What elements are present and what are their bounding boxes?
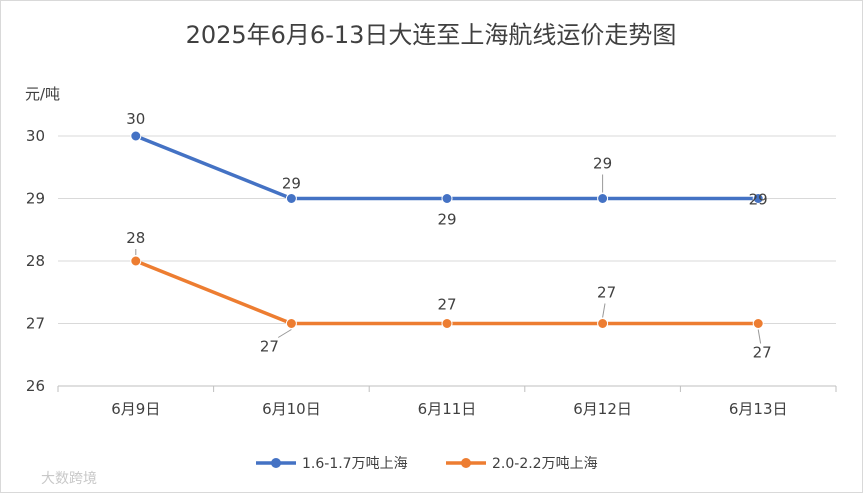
- x-tick-label: 6月13日: [729, 400, 788, 418]
- data-label: 27: [597, 284, 616, 302]
- data-point: [130, 130, 142, 142]
- data-point: [441, 318, 453, 329]
- data-label: 29: [437, 211, 456, 229]
- data-label: 28: [126, 229, 145, 247]
- legend-label: 1.6-1.7万吨上海: [302, 456, 408, 472]
- data-label: 27: [753, 344, 772, 362]
- data-point: [130, 255, 142, 267]
- y-tick-label: 28: [26, 252, 45, 270]
- series-line: [135, 259, 759, 326]
- y-tick-label: 29: [26, 190, 45, 208]
- data-label-leader: [277, 329, 292, 338]
- y-tick-label: 27: [26, 315, 45, 333]
- chart-title: 2025年6月6-13日大连至上海航线运价走势图: [186, 21, 677, 49]
- data-label-leader: [602, 303, 606, 318]
- x-tick-label: 6月9日: [111, 400, 160, 418]
- data-label: 29: [282, 175, 301, 193]
- data-label: 30: [126, 110, 145, 128]
- data-label-leader: [757, 329, 762, 344]
- y-axis-unit-label: 元/吨: [25, 85, 60, 103]
- data-label: 27: [437, 296, 456, 314]
- legend-marker: [461, 458, 471, 468]
- legend-label: 2.0-2.2万吨上海: [492, 456, 598, 472]
- data-point: [752, 193, 764, 204]
- data-point: [285, 193, 297, 204]
- x-tick-label: 6月10日: [262, 400, 321, 418]
- x-tick-label: 6月12日: [573, 400, 632, 418]
- data-point: [597, 193, 609, 204]
- data-point: [752, 318, 764, 329]
- y-tick-label: 26: [26, 377, 45, 395]
- data-point: [285, 318, 297, 329]
- series-line: [135, 134, 759, 201]
- data-label: 27: [260, 338, 279, 356]
- y-tick-label: 30: [26, 127, 45, 145]
- watermark-text: 大数跨境: [41, 471, 97, 487]
- legend-marker: [271, 458, 281, 468]
- data-point: [597, 318, 609, 329]
- data-label: 29: [749, 191, 768, 209]
- data-point: [441, 193, 453, 204]
- data-label: 29: [593, 155, 612, 173]
- x-tick-label: 6月11日: [418, 400, 477, 418]
